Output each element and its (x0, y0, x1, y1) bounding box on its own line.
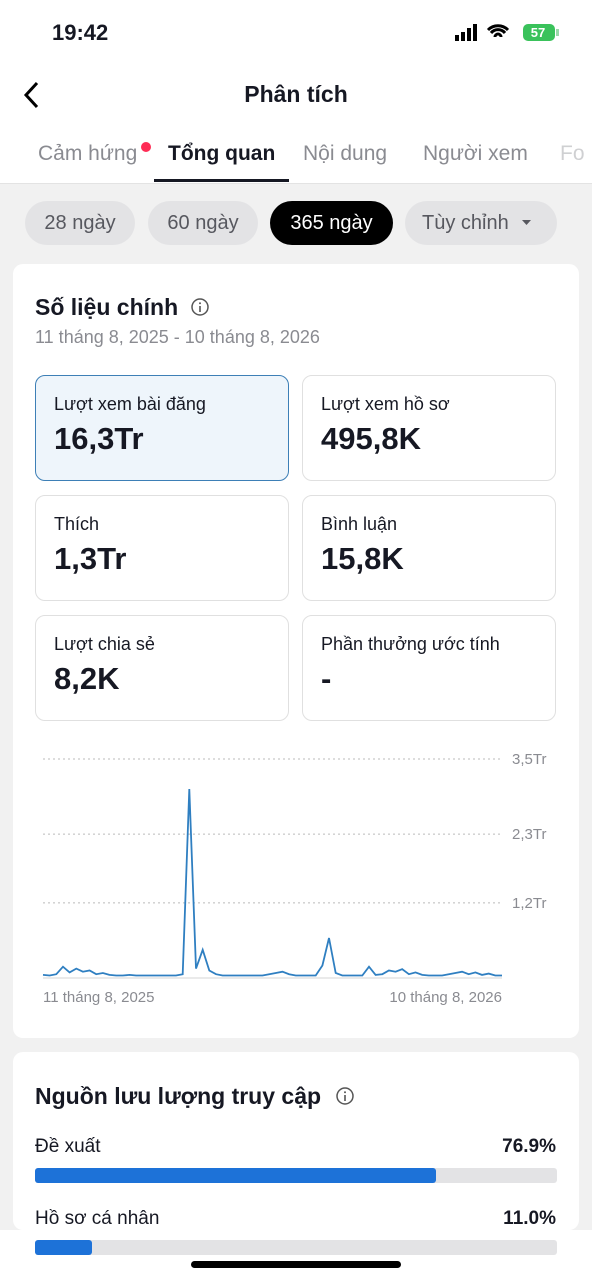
metric-label: Phần thưởng ước tính (321, 634, 500, 654)
tab[interactable]: Nội dung (303, 142, 388, 165)
metric-label: Lượt chia sẻ (54, 634, 155, 654)
metric-value: 15,8K (321, 541, 404, 576)
metric-value: 16,3Tr (54, 421, 144, 456)
metric-card[interactable]: Lượt xem bài đăng 16,3Tr (35, 375, 289, 481)
line-series (42, 788, 502, 977)
metric-card[interactable]: Thích 1,3Tr (35, 495, 289, 601)
date-range: 11 tháng 8, 2025 - 10 tháng 8, 2026 (35, 327, 320, 347)
period-pill[interactable]: 28 ngày (25, 201, 135, 245)
info-icon[interactable] (190, 297, 212, 319)
dropdown-arrow (521, 220, 531, 225)
progress-bar (35, 1168, 437, 1183)
metric-label: Lượt xem hồ sơ (321, 394, 450, 414)
metric-card[interactable]: Lượt chia sẻ 8,2K (35, 615, 289, 721)
metric-card[interactable]: Bình luận 15,8K (302, 495, 556, 601)
line-chart: 1,2Tr 2,3Tr 3,5Tr 11 tháng 8, 2025 10 tháng … (42, 751, 546, 1006)
metric-label: Thích (54, 514, 100, 534)
back-button[interactable] (20, 80, 44, 110)
tab[interactable]: Fo (560, 142, 585, 165)
page-title: Phân tích (244, 81, 348, 107)
metric-value: 495,8K (321, 421, 421, 456)
traffic-title: Nguồn lưu lượng truy cập (35, 1083, 322, 1109)
metric-card[interactable]: Phần thưởng ước tính - (302, 615, 556, 721)
metric-value: 8,2K (54, 661, 120, 696)
traffic-card (13, 1052, 579, 1230)
period-pill[interactable]: 365 ngày (270, 201, 393, 245)
traffic-label: Đề xuất (35, 1136, 101, 1157)
traffic-value: 76.9% (502, 1136, 556, 1157)
progress-track (35, 1240, 557, 1255)
x-tick-label: 11 tháng 8, 2025 (43, 989, 155, 1006)
traffic-value: 11.0% (503, 1208, 556, 1229)
y-tick-label: 1,2Tr (512, 895, 546, 912)
metric-value: 1,3Tr (54, 541, 127, 576)
period-pill[interactable]: 60 ngày (148, 201, 258, 245)
metric-label: Bình luận (321, 514, 398, 534)
bottom-bar (0, 1230, 592, 1280)
period-pill[interactable]: Tùy chỉnh (405, 201, 557, 245)
metric-value: - (321, 661, 332, 696)
status-icons: 57 (455, 24, 559, 41)
metrics-title: Số liệu chính (35, 294, 179, 320)
y-tick-label: 2,3Tr (512, 826, 546, 843)
x-tick-label: 10 tháng 8, 2026 (389, 989, 502, 1006)
home-indicator (191, 1261, 401, 1268)
metric-card[interactable]: Lượt xem hồ sơ 495,8K (302, 375, 556, 481)
traffic-label: Hồ sơ cá nhân (35, 1208, 160, 1229)
battery-level: 57 (531, 25, 545, 40)
metric-label: Lượt xem bài đăng (54, 394, 206, 414)
y-tick-label: 3,5Tr (512, 751, 546, 768)
progress-bar (35, 1240, 93, 1255)
tab[interactable]: Cảm hứng (38, 142, 138, 165)
tab[interactable]: Người xem (423, 142, 528, 165)
tab[interactable]: Tổng quan (168, 142, 276, 165)
status-time: 19:42 (52, 20, 109, 45)
tab-indicator (154, 179, 289, 182)
info-icon[interactable] (335, 1086, 357, 1108)
notification-dot (141, 142, 151, 152)
